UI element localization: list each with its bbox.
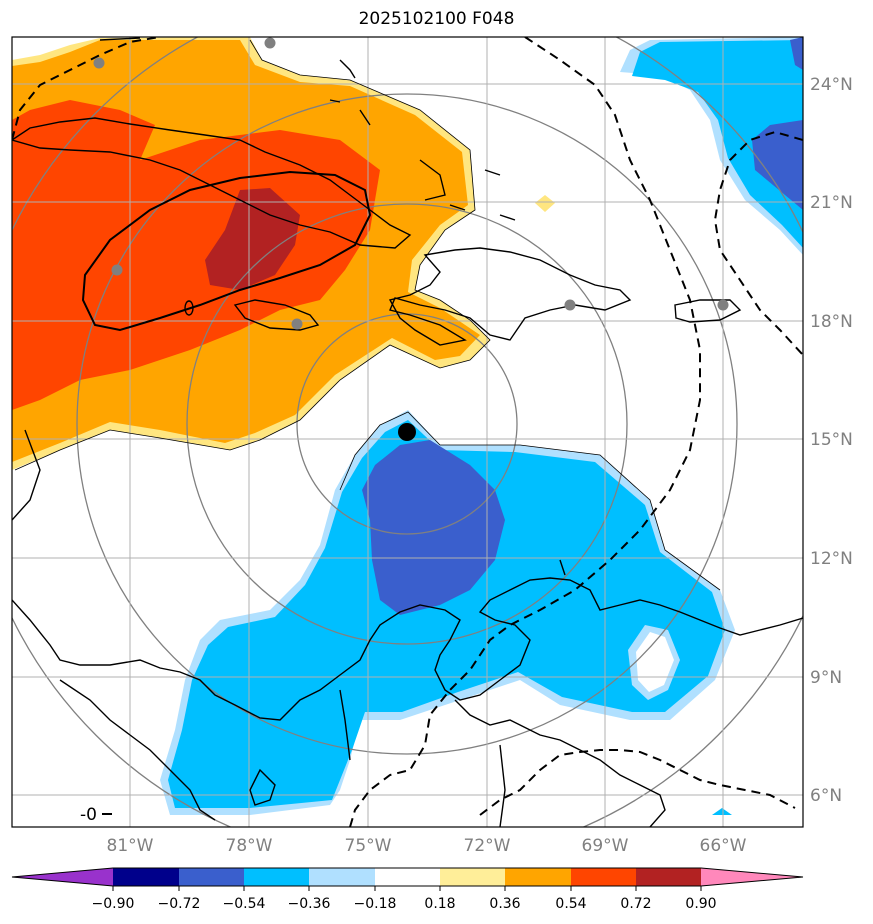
coast-cuba [12,117,412,249]
lon-label-0: 81°W [107,836,154,856]
positive-anomaly-strong [205,188,300,290]
colorbar-high-extend [701,868,803,886]
field-outline [14,39,721,591]
colorbar-tick-8: 0.72 [620,896,651,912]
longitude-labels: 81°W 78°W 75°W 72°W 69°W 66°W [107,836,747,856]
colorbar-bin-4 [309,868,375,886]
reference-point-6 [717,299,729,311]
colorbar-low-extend [12,868,113,886]
lat-label-2: 18°N [810,312,853,332]
colorbar-tick-0: −0.90 [92,896,135,912]
colorbar: −0.90 −0.72 −0.54 −0.36 −0.18 0.18 0.36 … [11,867,804,912]
lat-label-4: 12°N [810,549,853,569]
negative-anomaly-se-dot [712,808,732,815]
coast-hispaniola [388,247,632,346]
colorbar-tick-2: −0.54 [223,896,266,912]
map-area: -0 [12,37,803,827]
colorbar-bin-7 [505,868,571,886]
colorbar-bin-1 [113,868,179,886]
colorbar-tick-4: −0.18 [354,896,397,912]
lon-label-2: 75°W [345,836,392,856]
colorbar-tick-5: 0.18 [424,896,455,912]
range-ring-3 [76,93,738,755]
contour-label: -0 [80,805,97,825]
range-ring-2 [186,203,628,645]
positive-contour [81,170,372,332]
gridlines [12,37,803,827]
colorbar-bin-9 [636,868,701,886]
negative-anomaly-high [362,440,505,615]
colorbar-bin-6 [440,868,505,886]
negative-anomaly-mid [168,420,725,808]
range-rings [12,37,803,827]
reference-points [93,37,729,330]
coast-south-america [249,559,666,827]
colorbar-tick-3: −0.36 [288,896,331,912]
coast-bahamas [99,37,516,221]
coastlines [12,37,803,827]
coast-puerto-rico [674,299,742,323]
lat-label-3: 15°N [810,430,853,450]
lat-label-5: 9°N [810,668,842,688]
map-frame [11,36,804,828]
lon-label-3: 72°W [464,836,511,856]
lat-label-6: 6°N [810,786,842,806]
map-title: 2025102100 F048 [358,9,515,29]
colorbar-tick-1: −0.72 [158,896,201,912]
lon-label-4: 69°W [582,836,629,856]
lat-label-0: 24°N [810,75,853,95]
positive-anomaly-small [535,195,555,212]
colorbar-bin-2 [179,868,244,886]
latitude-labels: 24°N 21°N 18°N 15°N 12°N 9°N 6°N [810,75,853,806]
positive-contour-small [184,300,194,316]
coast-jamaica [233,299,320,331]
lon-label-5: 66°W [700,836,747,856]
lon-label-1: 78°W [226,836,273,856]
colorbar-bin-8 [571,868,636,886]
reference-point-4 [291,318,303,330]
positive-anomaly-high [12,100,380,410]
reference-point-5 [564,299,576,311]
colorbar-bin-5 [375,868,440,886]
colorbar-bin-3 [244,868,309,886]
colorbar-tick-7: 0.54 [555,896,586,912]
reference-point-2 [264,37,276,49]
negative-anomaly-ne-mid [632,40,803,248]
reference-point-3 [111,264,123,276]
reference-point-1 [93,57,105,69]
lat-label-1: 21°N [810,193,853,213]
coast-isthmus [59,679,216,821]
coast-central-america [12,429,803,721]
storm-center-marker [398,423,416,441]
colorbar-tick-9: 0.90 [685,896,716,912]
zero-contour [12,37,803,827]
colorbar-tick-6: 0.36 [489,896,520,912]
